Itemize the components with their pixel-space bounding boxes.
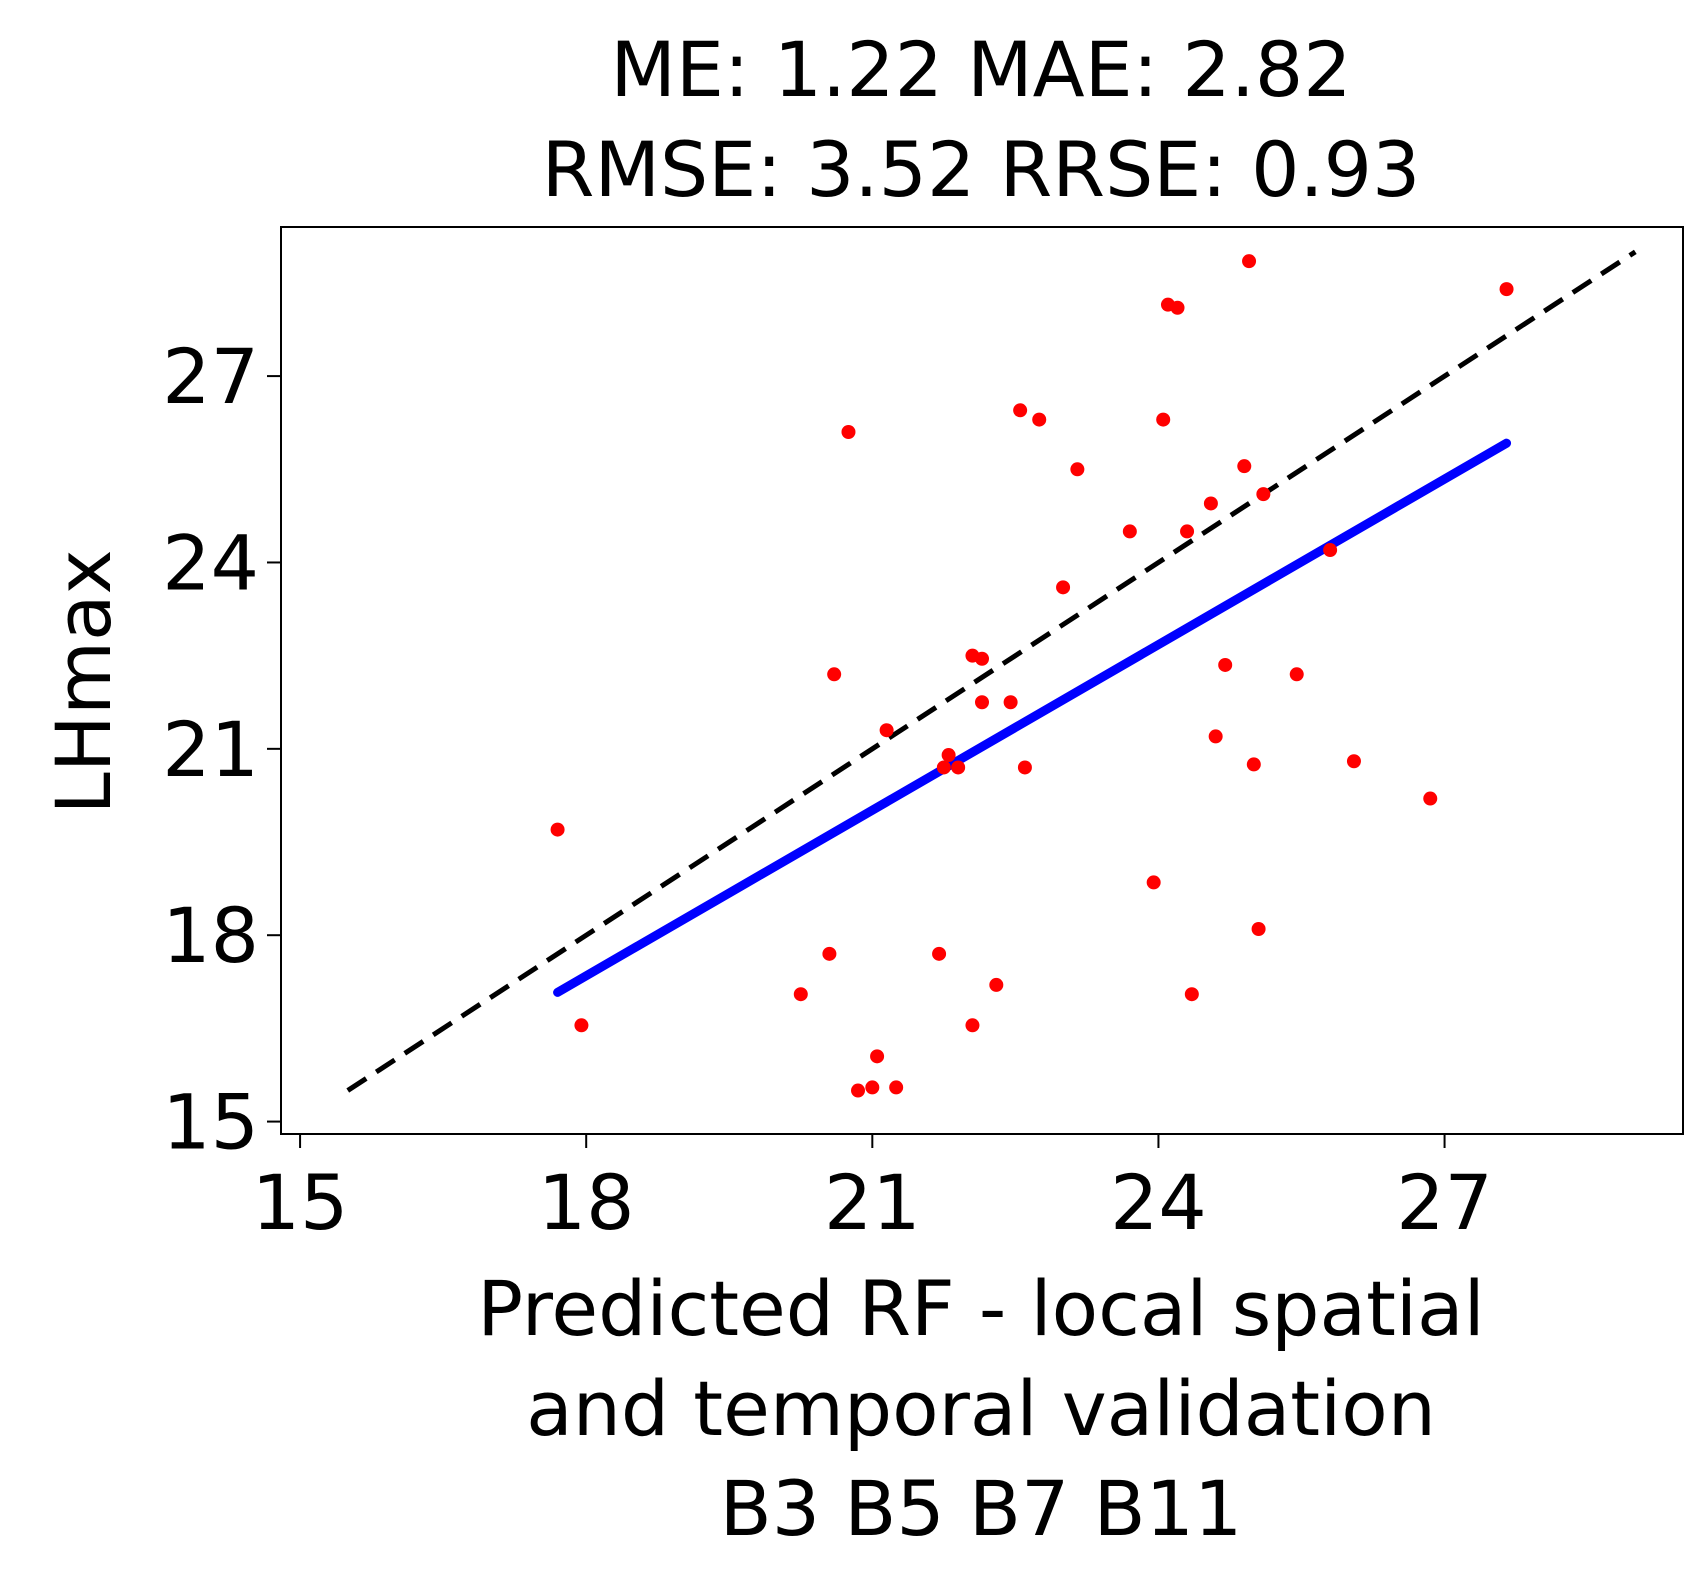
data-point <box>1003 695 1018 710</box>
data-point <box>1013 403 1028 418</box>
data-point <box>550 822 565 837</box>
data-point <box>1070 462 1085 477</box>
data-point <box>1346 754 1361 769</box>
data-point <box>1146 875 1161 890</box>
plot-frame <box>280 226 1684 1135</box>
data-point <box>870 1049 885 1064</box>
data-point <box>975 651 989 666</box>
data-point <box>1208 729 1223 744</box>
fit-line <box>553 438 1512 997</box>
data-point <box>1242 254 1257 269</box>
data-point <box>936 760 951 775</box>
x-tick-label: 21 <box>824 1158 921 1247</box>
data-point <box>827 667 842 682</box>
x-axis-label-line-2: and temporal validation <box>526 1364 1436 1453</box>
y-axis: 15 18 21 24 27 <box>162 332 281 1167</box>
y-axis-label: LHmax <box>39 549 128 814</box>
data-point <box>574 1018 589 1033</box>
data-point <box>1218 657 1233 672</box>
data-point <box>793 987 808 1002</box>
data-point <box>865 1080 880 1095</box>
data-point <box>1289 667 1304 682</box>
data-point <box>851 1083 866 1098</box>
y-tick-label: 24 <box>162 518 259 607</box>
y-tick-label: 15 <box>162 1078 259 1167</box>
data-point <box>822 946 837 961</box>
data-point <box>1499 282 1514 297</box>
data-point <box>1017 760 1032 775</box>
data-point <box>879 723 894 738</box>
identity-line <box>346 249 1637 1093</box>
data-point <box>1237 459 1252 474</box>
x-tick-label: 27 <box>1396 1158 1493 1247</box>
data-point <box>975 695 989 710</box>
chart-title-line-1: ME: 1.22 MAE: 2.82 <box>610 25 1351 114</box>
data-point <box>951 760 966 775</box>
data-point <box>1156 412 1171 427</box>
data-point <box>1246 757 1261 772</box>
data-point <box>989 977 1004 992</box>
data-layer <box>346 249 1637 1098</box>
data-point <box>1180 524 1195 539</box>
x-axis-label-line-3: B3 B5 B7 B11 <box>720 1464 1243 1553</box>
data-point <box>1170 300 1185 315</box>
data-point <box>1256 487 1271 502</box>
y-tick-label: 21 <box>162 705 259 794</box>
data-point <box>941 748 956 763</box>
data-point <box>1203 496 1218 511</box>
data-point <box>1251 921 1266 936</box>
y-tick-label: 18 <box>162 891 259 980</box>
data-point <box>965 1018 980 1033</box>
data-point <box>889 1080 904 1095</box>
data-point <box>1323 543 1338 558</box>
x-axis: 15 18 21 24 27 <box>252 1134 1493 1247</box>
x-tick-label: 15 <box>252 1158 349 1247</box>
x-tick-label: 24 <box>1110 1158 1207 1247</box>
data-point <box>1423 791 1438 806</box>
y-tick-label: 27 <box>162 332 259 421</box>
data-point <box>1032 412 1047 427</box>
data-point <box>1184 987 1199 1002</box>
chart-title-line-2: RMSE: 3.52 RRSE: 0.93 <box>542 125 1421 214</box>
x-axis-label-line-1: Predicted RF - local spatial <box>477 1264 1484 1353</box>
data-point <box>1056 580 1071 595</box>
data-point <box>932 946 947 961</box>
data-point <box>841 425 856 440</box>
x-tick-label: 18 <box>538 1158 635 1247</box>
data-point <box>1122 524 1137 539</box>
